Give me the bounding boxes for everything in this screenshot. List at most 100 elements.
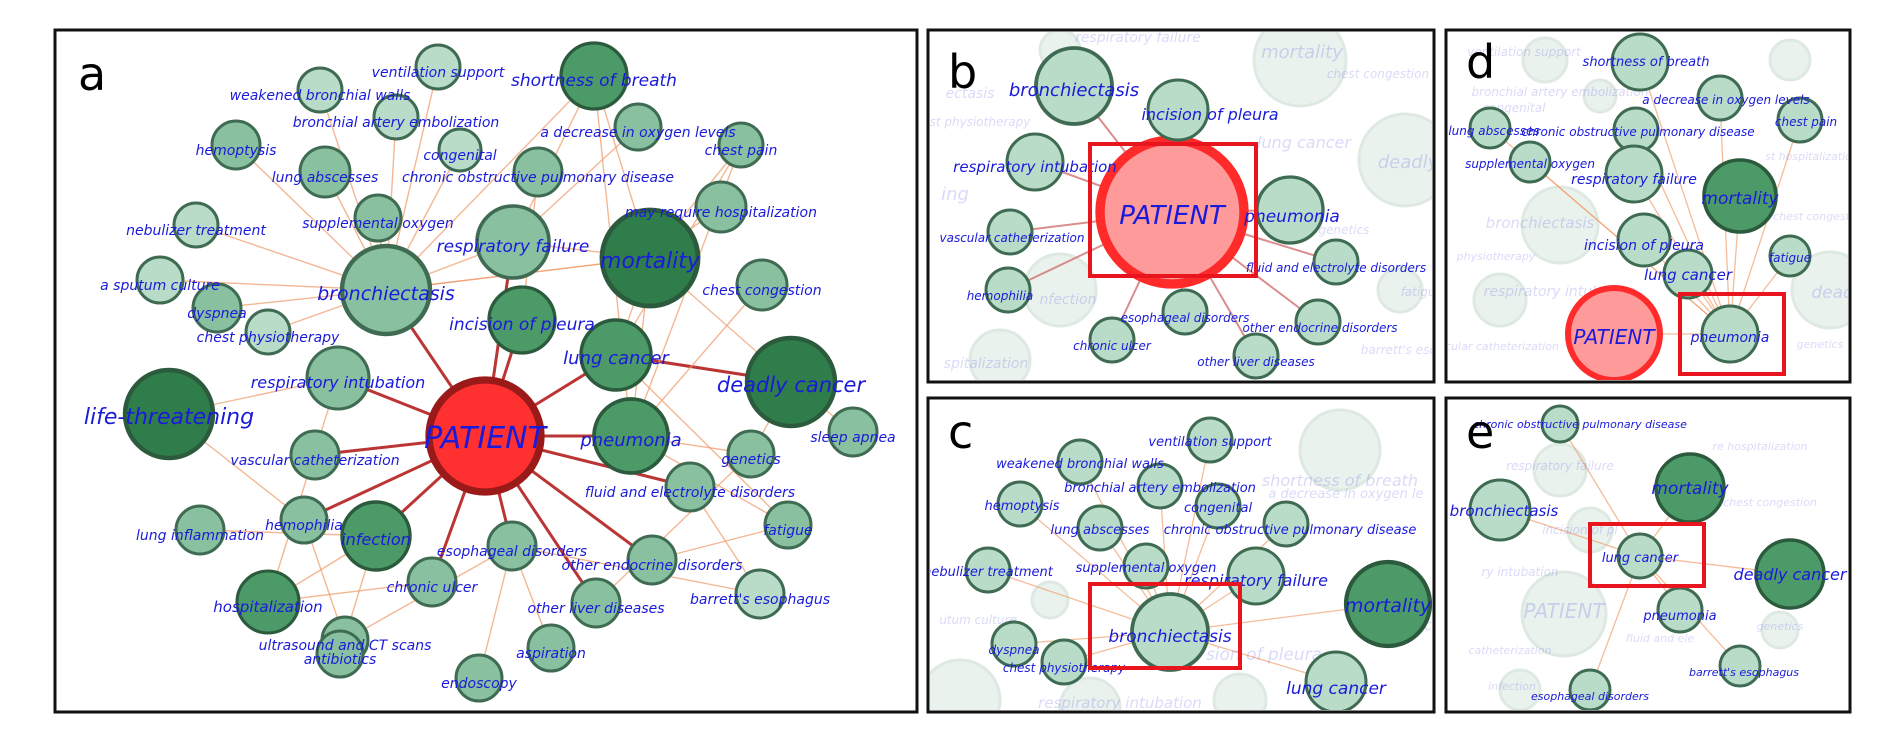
- faded-label: chest congestion: [1723, 496, 1817, 509]
- faded-label: infection: [1488, 680, 1536, 693]
- node-vascular-catheterization: [289, 429, 341, 481]
- faded-node: [1760, 610, 1800, 650]
- node-lung-abscesses: [298, 145, 352, 199]
- label-bronchiectasis: bronchiectasis: [1108, 627, 1231, 647]
- node-barrett-s-esophagus: [1718, 644, 1762, 688]
- node-deadly-cancer: [744, 335, 838, 429]
- edge: [615, 354, 789, 526]
- node-congenital: [437, 127, 483, 173]
- node-esophageal-disorders: [486, 520, 538, 572]
- faded-node: [1790, 250, 1848, 330]
- node-chronic-obstructive-pulmonary-disease: [1262, 500, 1310, 548]
- label-supplemental-oxygen: supplemental oxygen: [1076, 561, 1217, 576]
- label-chest-physiotherapy: chest physiotherapy: [1003, 661, 1126, 675]
- label-a-decrease-in-oxygen-levels: a decrease in oxygen levels: [1642, 93, 1809, 107]
- faded-node: [1298, 408, 1382, 492]
- node-fluid-and-electrolyte-disorders: [1312, 238, 1360, 286]
- label-mortality: mortality: [1345, 595, 1432, 617]
- faded-node: [1212, 672, 1268, 710]
- label-life-threatening: life-threatening: [84, 405, 254, 430]
- node-bronchiectasis: [339, 243, 433, 337]
- node-hemoptysis: [996, 480, 1044, 528]
- node-patient: [425, 376, 545, 496]
- panel-letter: a: [78, 47, 106, 101]
- label-chronic-obstructive-pulmonary-disease: chronic obstructive pulmonary disease: [1164, 523, 1417, 538]
- label-a-decrease-in-oxygen-levels: a decrease in oxygen levels: [540, 125, 735, 141]
- label-incision-of-pleura: incision of pleura: [449, 315, 595, 335]
- faded-node: [1521, 36, 1569, 84]
- node-supplemental-oxygen: [1122, 542, 1170, 590]
- faded-label: sion of pleura: [1206, 645, 1322, 665]
- label-respiratory-failure: respiratory failure: [437, 237, 590, 257]
- faded-node: [1030, 580, 1070, 620]
- node-genetics: [726, 429, 776, 479]
- node-weakened-bronchial-walls: [1056, 438, 1104, 486]
- label-genetics: genetics: [721, 452, 780, 468]
- faded-label: re hospitalization: [1712, 440, 1807, 453]
- panel-letter: b: [948, 45, 977, 99]
- label-chronic-obstructive-pulmonary-disease: chronic obstructive pulmonary disease: [402, 170, 674, 186]
- panel-b: respiratory failure mortality lung cancer d…: [926, 28, 1436, 384]
- faded-label: nfection: [1040, 292, 1097, 308]
- faded-label: st hospitalization: [1765, 150, 1859, 163]
- node-bronchial-artery-embolization: [1136, 462, 1184, 510]
- faded-node: [1582, 78, 1618, 114]
- label-lung-inflammation: lung inflammation: [136, 528, 264, 544]
- node-vascular-catheterization: [986, 208, 1034, 256]
- faded-label: genetics: [1797, 338, 1844, 351]
- node-lung-abscesses: [1076, 504, 1124, 552]
- edge: [385, 75, 595, 291]
- node-supplemental-oxygen: [1508, 140, 1552, 184]
- label-supplemental-oxygen: supplemental oxygen: [1465, 157, 1595, 171]
- node-aspiration: [526, 623, 576, 673]
- node-endoscopy: [454, 653, 504, 703]
- node-may-require-hospitalization: [694, 180, 748, 234]
- label-esophageal-disorders: esophageal disorders: [1531, 690, 1649, 703]
- label-ventilation-support: ventilation support: [372, 65, 505, 81]
- node-chest-pain: [1776, 96, 1824, 144]
- label-shortness-of-breath: shortness of breath: [1583, 55, 1710, 70]
- label-hemophilia: hemophilia: [265, 518, 343, 534]
- label-may-require-hospitalization: may require hospitalization: [625, 205, 817, 221]
- faded-node: [1768, 38, 1812, 82]
- faded-node: [1498, 668, 1542, 710]
- node-a-decrease-in-oxygen-levels: [613, 102, 663, 152]
- panel-letter: c: [948, 405, 973, 459]
- label-mortality: mortality: [1701, 189, 1779, 209]
- label-patient: PATIENT: [1573, 325, 1656, 349]
- node-ventilation-support: [414, 43, 462, 91]
- node-respiratory-intubation: [1005, 132, 1065, 192]
- node-lung-cancer: [1616, 532, 1664, 580]
- node-lung-cancer: [579, 318, 653, 392]
- faded-label: chest congestion: [1773, 210, 1867, 223]
- panel-e: PATIENT respiratory failure incision of pl…: [1444, 396, 1852, 714]
- faded-label: mortality: [1261, 42, 1343, 63]
- node-nebulizer-treatment: [172, 201, 220, 249]
- node-incision-of-pleura: [487, 285, 557, 355]
- node-other-liver-diseases: [570, 577, 622, 629]
- label-chronic-ulcer: chronic ulcer: [387, 580, 479, 596]
- label-dyspnea: dyspnea: [187, 306, 246, 322]
- faded-label: ing: [941, 184, 969, 205]
- label-supplemental-oxygen: supplemental oxygen: [302, 216, 453, 232]
- edge: [267, 377, 339, 603]
- node-bronchiectasis: [1034, 46, 1114, 126]
- node-lung-inflammation: [174, 504, 226, 556]
- label-pneumonia: pneumonia: [1690, 330, 1770, 346]
- panel-letter: e: [1466, 405, 1494, 459]
- label-bronchiectasis: bronchiectasis: [1009, 80, 1139, 101]
- faded-label: ry intubation: [1481, 565, 1558, 579]
- highlight-box: [1678, 292, 1786, 376]
- label-pneumonia: pneumonia: [579, 430, 681, 451]
- faded-node: [1376, 266, 1424, 314]
- label-incision-of-pleura: incision of pleura: [1141, 105, 1278, 124]
- label-bronchial-artery-embolization: bronchial artery embolization: [1064, 481, 1256, 496]
- node-chronic-obstructive-pulmonary-disease: [1540, 404, 1580, 444]
- node-incision-of-pleura: [1146, 78, 1210, 142]
- node-a-decrease-in-oxygen-levels: [1696, 74, 1744, 122]
- label-esophageal-disorders: esophageal disorders: [437, 544, 587, 560]
- label-congenital: congenital: [1184, 501, 1253, 516]
- node-pneumonia: [592, 397, 670, 475]
- node-shortness-of-breath: [1610, 32, 1670, 92]
- label-hemoptysis: hemoptysis: [984, 499, 1059, 514]
